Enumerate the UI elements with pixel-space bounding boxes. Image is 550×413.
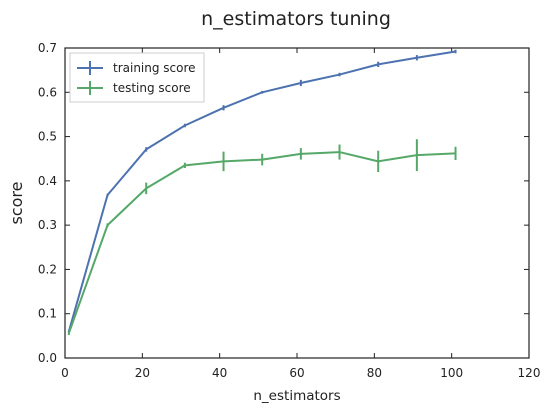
legend-item: testing score: [77, 81, 191, 95]
legend-item: training score: [77, 61, 196, 75]
y-tick-label: 0.6: [38, 85, 57, 99]
y-axis: 0.0 0.1 0.2 0.3 0.4 0.5 0.6 0.7: [38, 41, 529, 365]
y-tick-label: 0.2: [38, 262, 57, 276]
series-layer: [67, 49, 457, 335]
x-tick-label: 120: [518, 366, 541, 380]
x-tick-label: 20: [135, 366, 150, 380]
y-tick-label: 0.0: [38, 351, 57, 365]
chart-title: n_estimators tuning: [201, 8, 391, 30]
x-tick-label: 80: [367, 366, 382, 380]
y-tick-label: 0.5: [38, 130, 57, 144]
x-tick-label: 0: [61, 366, 69, 380]
legend-items: training score testing score: [77, 61, 196, 95]
series-training-score: [67, 49, 457, 333]
x-tick-label: 40: [212, 366, 227, 380]
series-testing-score: [67, 139, 457, 335]
legend: training score testing score: [69, 52, 205, 103]
x-axis-label: n_estimators: [253, 388, 340, 404]
x-tick-label: 60: [289, 366, 304, 380]
x-axis: 0 20 40 60 80 100 120: [61, 48, 540, 380]
y-tick-label: 0.7: [38, 41, 57, 55]
legend-label: testing score: [113, 81, 191, 95]
legend-box: [69, 52, 205, 103]
y-tick-label: 0.1: [38, 307, 57, 321]
x-tick-label: 100: [440, 366, 463, 380]
legend-label: training score: [113, 61, 196, 75]
y-tick-label: 0.4: [38, 174, 57, 188]
y-axis-label: score: [7, 182, 26, 225]
y-tick-label: 0.3: [38, 218, 57, 232]
